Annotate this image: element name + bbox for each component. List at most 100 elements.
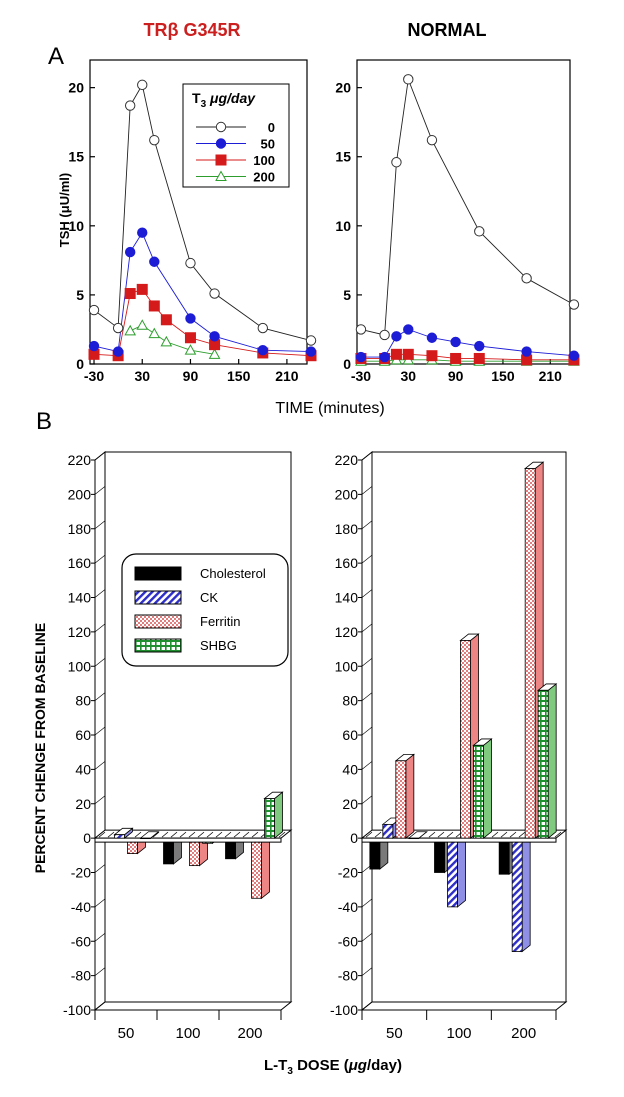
data-point-50 [355, 351, 367, 363]
data-point-100 [136, 283, 148, 295]
y-tick-label: 140 [335, 590, 359, 606]
y-tick-label: 60 [342, 727, 358, 743]
zero-plate-hatch [251, 831, 259, 838]
data-point-200 [208, 348, 221, 359]
zero-plate-hatch [215, 831, 223, 838]
data-point-50 [568, 350, 580, 361]
bar-shbg-100 [472, 738, 493, 839]
open-triangle-marker [215, 170, 227, 181]
data-point-50 [88, 340, 100, 352]
x-tick-label: 50 [118, 1025, 135, 1042]
data-point-100 [450, 352, 462, 364]
data-point-50 [149, 256, 160, 267]
bar-shbg-200 [263, 791, 284, 839]
y-tick-label: 0 [350, 830, 358, 846]
data-point-0 [112, 322, 124, 334]
x-tick-label: 90 [448, 368, 464, 384]
zero-plate-hatch [437, 831, 445, 838]
y-tick-label: -60 [71, 933, 91, 949]
y-tick-mark [361, 658, 373, 667]
bar-ck-100 [447, 830, 466, 908]
y-tick-label: 80 [75, 693, 91, 709]
y-tick-mark [94, 761, 106, 770]
y-tick-label: 140 [68, 590, 92, 606]
y-tick-label: -20 [71, 865, 91, 881]
zero-plate-hatch [134, 831, 142, 838]
data-point-0 [568, 299, 580, 310]
data-point-200 [124, 324, 137, 336]
x-tick-label: 30 [400, 368, 416, 384]
legend-entry-200: 200 [196, 170, 275, 185]
legend-label: 50 [261, 137, 275, 152]
x-tick-label: 100 [175, 1025, 200, 1042]
data-point-50 [209, 331, 220, 342]
zero-plate-hatch [554, 831, 562, 838]
data-point-100 [426, 350, 438, 362]
grid-swatch-icon [134, 638, 182, 653]
y-tick-mark [94, 692, 106, 701]
zero-plate-hatch [509, 831, 517, 838]
y-tick-mark [361, 1001, 373, 1011]
x-tick-label: 150 [227, 368, 251, 384]
plot-frame [89, 59, 308, 365]
data-point-50 [185, 313, 196, 324]
y-tick-label: 40 [75, 761, 91, 777]
x-tick-label: 30 [134, 368, 150, 384]
y-tick-label: -100 [63, 1002, 91, 1018]
data-point-50 [257, 344, 268, 356]
y-tick-mark [94, 864, 106, 873]
y-tick-mark [94, 658, 106, 667]
x-tick-label: 90 [183, 368, 199, 384]
zero-plate-hatch [500, 831, 508, 838]
y-tick-mark [361, 486, 373, 495]
zero-plate-hatch [428, 831, 436, 838]
legend-label: Ferritin [200, 614, 240, 629]
data-point-50 [379, 351, 390, 363]
open-circle-marker [215, 121, 227, 133]
data-point-100 [473, 352, 485, 364]
y-tick-label: 60 [75, 727, 91, 743]
tsh-plot-normal: 0 5 10 15 20 -30 30 90 150 210 [335, 59, 580, 384]
data-point-0 [474, 226, 485, 237]
zero-plate-hatch [233, 831, 241, 838]
y-tick-label: -40 [338, 899, 358, 915]
legend-entry-100: 100 [196, 153, 275, 168]
y-tick-mark [94, 623, 106, 633]
zero-plate-hatch [518, 831, 526, 838]
y-tick-mark [361, 589, 373, 598]
zero-plate-hatch [179, 831, 187, 838]
y-tick-label: 10 [68, 218, 84, 234]
data-point-0 [355, 324, 367, 335]
y-tick-mark [94, 795, 106, 804]
zero-plate-hatch [188, 831, 196, 838]
data-point-100 [124, 288, 136, 300]
legend-entry-ferritin: Ferritin [134, 614, 240, 629]
zero-plate-hatch [161, 831, 169, 838]
x-tick-label: -30 [351, 368, 371, 384]
y-tick-label: 180 [335, 521, 359, 537]
y-tick-label: -20 [338, 865, 358, 881]
filled-circle-marker [215, 138, 227, 149]
data-point-0 [426, 134, 438, 146]
series-line-0 [360, 77, 575, 336]
zero-plate-hatch [206, 831, 214, 838]
data-point-50 [137, 227, 148, 238]
y-tick-mark [361, 898, 373, 908]
zero-plate-hatch [491, 831, 499, 838]
zero-plate-hatch [224, 831, 232, 838]
data-point-0 [257, 322, 268, 334]
percent-change-legend: Cholesterol CK Ferritin SHBG [121, 553, 289, 667]
data-point-200 [160, 335, 173, 347]
x-tick-label: 100 [446, 1025, 471, 1042]
y-tick-label: 0 [76, 356, 84, 372]
percent-axis-label: PERCENT CHENGE FROM BASELINE [32, 623, 48, 873]
legend-label: CK [200, 590, 218, 605]
data-point-50 [305, 346, 317, 357]
y-tick-label: 5 [343, 287, 351, 303]
zero-plate-hatch [98, 831, 106, 838]
y-tick-mark [361, 726, 373, 736]
y-tick-label: 5 [76, 287, 84, 303]
panel-label-b: B [36, 408, 52, 435]
y-tick-label: 200 [68, 486, 92, 502]
data-point-0 [124, 100, 136, 111]
